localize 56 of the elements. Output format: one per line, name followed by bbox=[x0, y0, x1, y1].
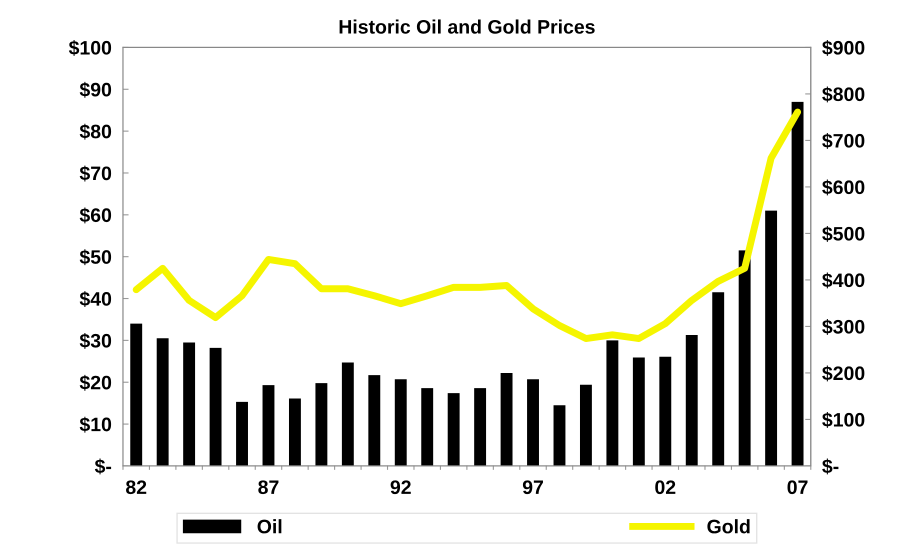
bar bbox=[527, 379, 539, 466]
bar bbox=[712, 292, 724, 466]
bar bbox=[554, 405, 566, 466]
bar bbox=[738, 250, 751, 466]
bar bbox=[632, 358, 645, 466]
bar bbox=[210, 348, 222, 466]
bar bbox=[288, 398, 301, 466]
y2-tick-label: $100 bbox=[822, 412, 864, 428]
legend-label: Gold bbox=[707, 519, 750, 534]
y2-tick-label: $800 bbox=[822, 86, 864, 102]
x-tick-label: 82 bbox=[126, 480, 146, 494]
bar bbox=[500, 373, 513, 466]
y-tick-label: $90 bbox=[80, 82, 112, 98]
legend-label: Oil bbox=[258, 519, 282, 534]
chart-title: Historic Oil and Gold Prices bbox=[340, 19, 595, 34]
bar bbox=[342, 362, 354, 466]
y2-tick-label: $200 bbox=[822, 366, 864, 382]
bar bbox=[130, 324, 142, 466]
y-tick-label: $50 bbox=[80, 249, 112, 266]
bar bbox=[474, 388, 486, 466]
y2-tick-label: $- bbox=[822, 458, 838, 474]
bar bbox=[580, 384, 592, 466]
bar bbox=[448, 393, 460, 466]
x-tick-label: 07 bbox=[788, 480, 808, 494]
bar bbox=[368, 375, 380, 466]
bar bbox=[765, 210, 778, 466]
y-tick-label: $80 bbox=[80, 124, 112, 140]
y2-tick-label: $300 bbox=[822, 319, 864, 335]
y-tick-label: $100 bbox=[68, 40, 112, 56]
y2-tick-label: $700 bbox=[822, 133, 864, 149]
y-tick-label: $10 bbox=[80, 416, 112, 433]
bar bbox=[394, 379, 407, 466]
bar bbox=[262, 385, 274, 466]
bar bbox=[421, 388, 434, 466]
y2-tick-label: $900 bbox=[822, 40, 864, 56]
x-tick-label: 87 bbox=[258, 480, 278, 494]
y2-tick-label: $500 bbox=[822, 226, 864, 242]
y2-tick-label: $600 bbox=[822, 180, 864, 196]
bar bbox=[792, 102, 804, 466]
bar bbox=[156, 338, 169, 466]
y-tick-label: $30 bbox=[80, 332, 112, 349]
x-tick-label: 02 bbox=[655, 480, 676, 494]
bar bbox=[236, 402, 248, 466]
y-tick-label: $- bbox=[94, 458, 112, 474]
bar bbox=[606, 340, 618, 466]
bar bbox=[659, 356, 672, 466]
y-tick-label: $60 bbox=[80, 207, 112, 224]
bar bbox=[183, 342, 196, 466]
y2-tick-label: $400 bbox=[822, 272, 864, 288]
y-tick-label: $70 bbox=[80, 166, 112, 182]
bar bbox=[315, 383, 328, 466]
bar bbox=[686, 334, 698, 466]
y-tick-label: $40 bbox=[80, 291, 112, 308]
x-tick-label: 97 bbox=[522, 480, 543, 494]
x-tick-label: 92 bbox=[390, 480, 411, 494]
y-tick-label: $20 bbox=[80, 374, 112, 391]
